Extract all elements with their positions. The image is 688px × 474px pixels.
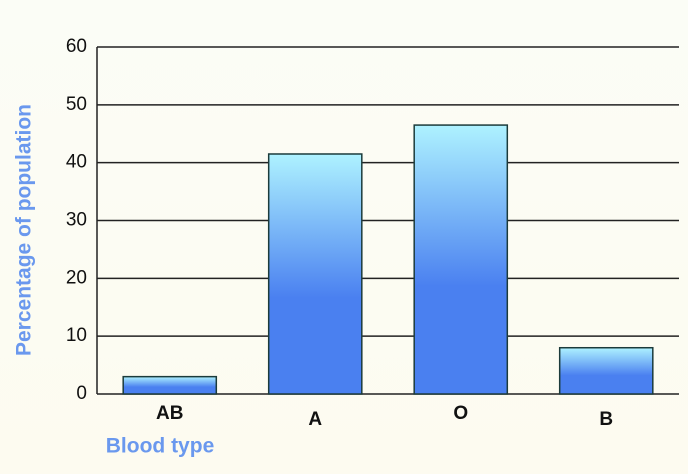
y-tick-label: 20	[66, 267, 87, 288]
y-tick-label: 10	[66, 325, 87, 346]
x-tick-label: O	[453, 403, 468, 424]
bar	[122, 375, 218, 395]
y-tick-label: 40	[66, 152, 87, 173]
y-axis-label: Percentage of population	[13, 104, 36, 356]
y-tick-label: 60	[66, 36, 87, 57]
y-tick-label: 50	[66, 94, 87, 115]
x-tick-label: B	[599, 409, 613, 430]
y-tick-label: 0	[76, 383, 87, 404]
bar	[267, 153, 363, 395]
bar	[413, 124, 509, 395]
x-tick-label: A	[308, 409, 322, 430]
x-axis-label: Blood type	[106, 435, 215, 458]
x-tick-label: AB	[156, 403, 183, 424]
bar	[558, 346, 654, 395]
y-tick-label: 30	[66, 210, 87, 231]
